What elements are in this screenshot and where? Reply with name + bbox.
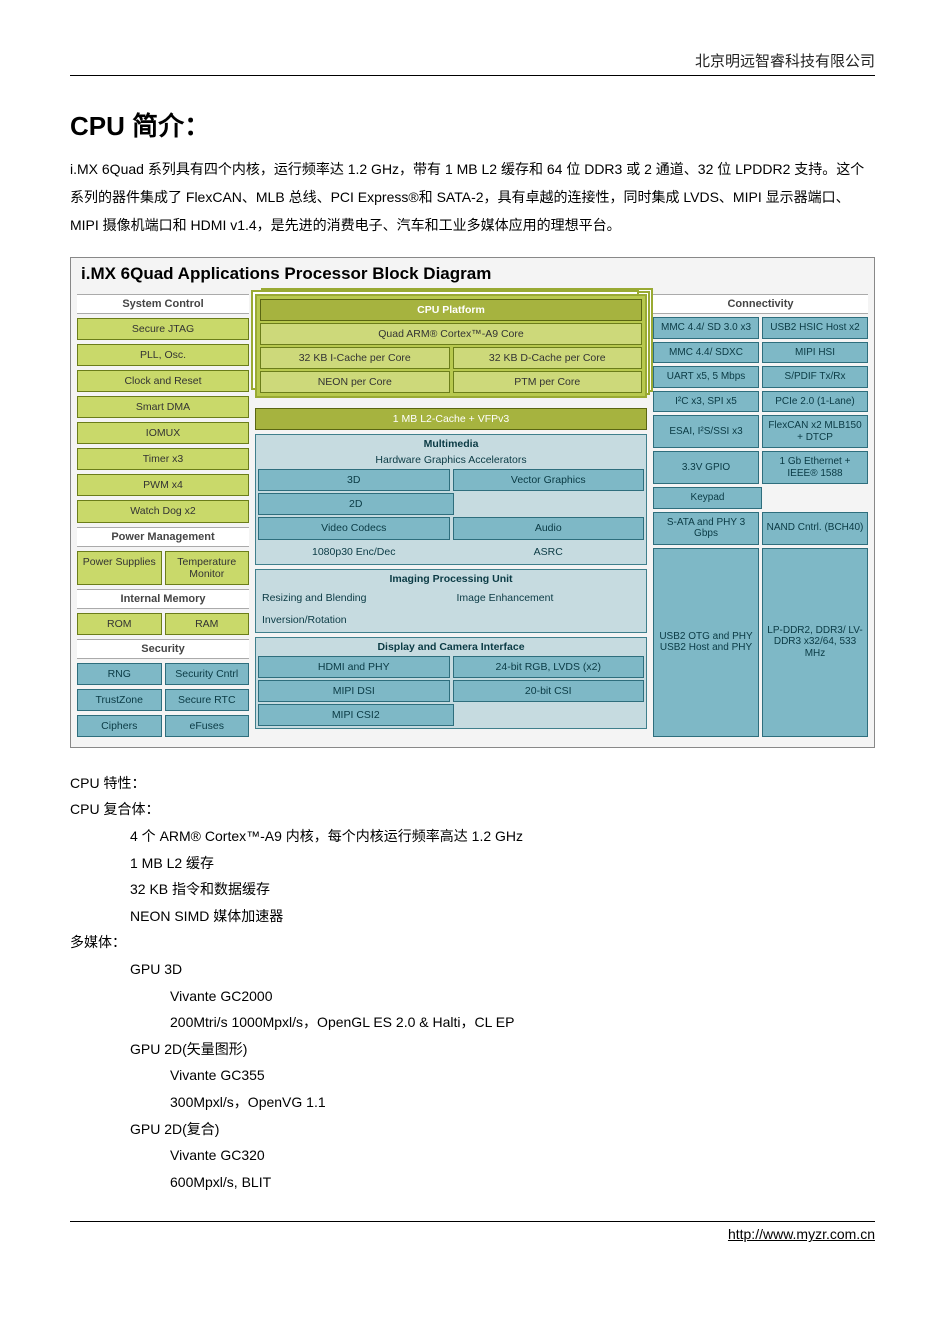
diagram-col-mid: CPU Platform Quad ARM® Cortex™-A9 Core 3… bbox=[255, 294, 647, 737]
multimedia-spec-header: 多媒体： bbox=[70, 929, 875, 956]
cpu-complex-header: CPU 复合体： bbox=[70, 796, 875, 823]
mipi-hsi-box: MIPI HSI bbox=[762, 342, 868, 364]
resizing-box: Resizing and Blending bbox=[258, 588, 450, 608]
spdif-box: S/PDIF Tx/Rx bbox=[762, 366, 868, 388]
cpu-traits-header: CPU 特性： bbox=[70, 770, 875, 797]
inversion-box: Inversion/Rotation bbox=[258, 610, 453, 630]
cpu-complex-item: 1 MB L2 缓存 bbox=[130, 850, 875, 877]
secure-rtc-box: Secure RTC bbox=[165, 689, 250, 711]
csi-box: 20-bit CSI bbox=[453, 680, 645, 702]
ciphers-box: Ciphers bbox=[77, 715, 162, 737]
uart-box: UART x5, 5 Mbps bbox=[653, 366, 759, 388]
pcie-box: PCIe 2.0 (1-Lane) bbox=[762, 391, 868, 413]
cpu-platform-stack: CPU Platform Quad ARM® Cortex™-A9 Core 3… bbox=[255, 294, 647, 398]
footer-url: http://www.myzr.com.cn bbox=[70, 1221, 875, 1242]
timer-box: Timer x3 bbox=[77, 448, 249, 470]
temp-monitor-box: Temperature Monitor bbox=[165, 551, 250, 585]
gpu3d-header: GPU 3D bbox=[130, 956, 875, 983]
cpu-platform-header: CPU Platform bbox=[260, 299, 642, 321]
ram-box: RAM bbox=[165, 613, 250, 635]
asrc-box: ASRC bbox=[453, 542, 645, 562]
efuses-box: eFuses bbox=[165, 715, 250, 737]
mipi-csi2-box: MIPI CSI2 bbox=[258, 704, 454, 726]
cpu-complex-item: NEON SIMD 媒体加速器 bbox=[130, 903, 875, 930]
connectivity-header: Connectivity bbox=[653, 294, 868, 314]
keypad-box: Keypad bbox=[653, 487, 762, 509]
trustzone-box: TrustZone bbox=[77, 689, 162, 711]
spec-section: CPU 特性： CPU 复合体： 4 个 ARM® Cortex™-A9 内核，… bbox=[70, 770, 875, 1196]
vector-gfx-box: Vector Graphics bbox=[453, 469, 645, 491]
gpu2dc-item: 600Mpxl/s, BLIT bbox=[170, 1169, 875, 1196]
system-control-header: System Control bbox=[77, 294, 249, 314]
enc-dec-box: 1080p30 Enc/Dec bbox=[258, 542, 450, 562]
rom-box: ROM bbox=[77, 613, 162, 635]
display-camera-group: Display and Camera Interface HDMI and PH… bbox=[255, 637, 647, 729]
ptm-box: PTM per Core bbox=[453, 371, 643, 393]
gpio-box: 3.3V GPIO bbox=[653, 451, 759, 484]
esai-box: ESAI, I²S/SSI x3 bbox=[653, 415, 759, 448]
multimedia-group: Multimedia Hardware Graphics Accelerator… bbox=[255, 434, 647, 564]
usb2-hsic-box: USB2 HSIC Host x2 bbox=[762, 317, 868, 339]
ddr-box: LP-DDR2, DDR3/ LV-DDR3 x32/64, 533 MHz bbox=[762, 548, 868, 737]
display-camera-header: Display and Camera Interface bbox=[258, 640, 644, 654]
gpu3d-item: Vivante GC2000 bbox=[170, 983, 875, 1010]
mmc-sd-box: MMC 4.4/ SD 3.0 x3 bbox=[653, 317, 759, 339]
ipu-group: Imaging Processing Unit Resizing and Ble… bbox=[255, 569, 647, 633]
diagram-col-right: Connectivity MMC 4.4/ SD 3.0 x3USB2 HSIC… bbox=[653, 294, 868, 737]
cpu-complex-item: 4 个 ARM® Cortex™-A9 内核，每个内核运行频率高达 1.2 GH… bbox=[130, 823, 875, 850]
pwm-box: PWM x4 bbox=[77, 474, 249, 496]
img-enhance-box: Image Enhancement bbox=[453, 588, 645, 608]
power-mgmt-header: Power Management bbox=[77, 527, 249, 547]
gpu2dv-item: 300Mpxl/s，OpenVG 1.1 bbox=[170, 1089, 875, 1116]
security-header: Security bbox=[77, 639, 249, 659]
audio-box: Audio bbox=[453, 517, 645, 539]
usb-otg-box: USB2 OTG and PHY USB2 Host and PHY bbox=[653, 548, 759, 737]
gpu-3d-box: 3D bbox=[258, 469, 450, 491]
block-diagram: i.MX 6Quad Applications Processor Block … bbox=[70, 257, 875, 748]
hw-gfx-subheader: Hardware Graphics Accelerators bbox=[258, 453, 644, 467]
cpu-complex-item: 32 KB 指令和数据缓存 bbox=[130, 876, 875, 903]
gpu2dv-header: GPU 2D(矢量图形) bbox=[130, 1036, 875, 1063]
l2-cache-box: 1 MB L2-Cache + VFPv3 bbox=[255, 408, 647, 430]
rgb-lvds-box: 24-bit RGB, LVDS (x2) bbox=[453, 656, 645, 678]
header-company: 北京明远智睿科技有限公司 bbox=[70, 50, 875, 76]
sata-box: S-ATA and PHY 3 Gbps bbox=[653, 512, 759, 545]
flexcan-box: FlexCAN x2 MLB150 + DTCP bbox=[762, 415, 868, 448]
pll-osc-box: PLL, Osc. bbox=[77, 344, 249, 366]
gpu3d-item: 200Mtri/s 1000Mpxl/s，OpenGL ES 2.0 & Hal… bbox=[170, 1009, 875, 1036]
secure-jtag-box: Secure JTAG bbox=[77, 318, 249, 340]
diagram-col-left: System Control Secure JTAG PLL, Osc. Clo… bbox=[77, 294, 249, 737]
internal-memory-header: Internal Memory bbox=[77, 589, 249, 609]
neon-box: NEON per Core bbox=[260, 371, 450, 393]
hdmi-box: HDMI and PHY bbox=[258, 656, 450, 678]
mmc-sdxc-box: MMC 4.4/ SDXC bbox=[653, 342, 759, 364]
video-codecs-box: Video Codecs bbox=[258, 517, 450, 539]
security-cntrl-box: Security Cntrl bbox=[165, 663, 250, 685]
nand-box: NAND Cntrl. (BCH40) bbox=[762, 512, 868, 545]
watchdog-box: Watch Dog x2 bbox=[77, 500, 249, 522]
diagram-title: i.MX 6Quad Applications Processor Block … bbox=[71, 258, 874, 290]
i2c-spi-box: I²C x3, SPI x5 bbox=[653, 391, 759, 413]
gpu2dc-item: Vivante GC320 bbox=[170, 1142, 875, 1169]
page-title: CPU 简介： bbox=[70, 106, 875, 143]
multimedia-header: Multimedia bbox=[258, 437, 644, 451]
smart-dma-box: Smart DMA bbox=[77, 396, 249, 418]
ipu-header: Imaging Processing Unit bbox=[258, 572, 644, 586]
clock-reset-box: Clock and Reset bbox=[77, 370, 249, 392]
iomux-box: IOMUX bbox=[77, 422, 249, 444]
icache-box: 32 KB I-Cache per Core bbox=[260, 347, 450, 369]
gpu2dc-header: GPU 2D(复合) bbox=[130, 1116, 875, 1143]
cpu-core-box: Quad ARM® Cortex™-A9 Core bbox=[260, 323, 642, 345]
rng-box: RNG bbox=[77, 663, 162, 685]
dcache-box: 32 KB D-Cache per Core bbox=[453, 347, 643, 369]
intro-paragraph: i.MX 6Quad 系列具有四个内核，运行频率达 1.2 GHz，带有 1 M… bbox=[70, 155, 875, 239]
power-supplies-box: Power Supplies bbox=[77, 551, 162, 585]
ethernet-box: 1 Gb Ethernet + IEEE® 1588 bbox=[762, 451, 868, 484]
gpu2dv-item: Vivante GC355 bbox=[170, 1062, 875, 1089]
mipi-dsi-box: MIPI DSI bbox=[258, 680, 450, 702]
gpu-2d-box: 2D bbox=[258, 493, 454, 515]
